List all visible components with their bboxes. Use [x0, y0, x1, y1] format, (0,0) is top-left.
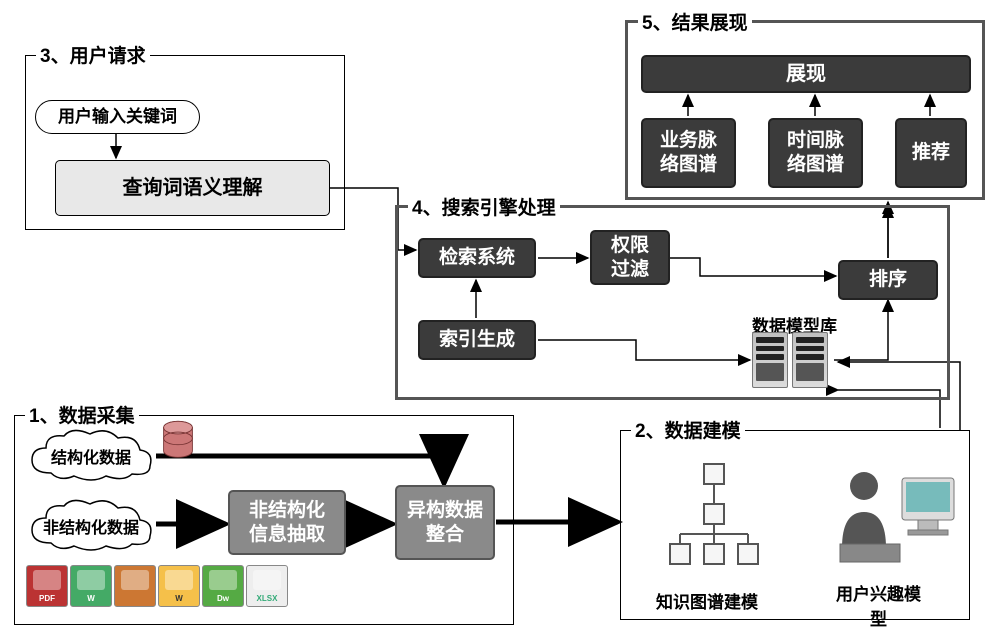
- section-title: 4、搜索引擎处理: [408, 193, 560, 220]
- cloud-unstruct: 非结构化数据: [26, 498, 156, 553]
- file-icon: XLSX: [246, 565, 288, 607]
- node-user_input: 用户输入关键词: [35, 100, 200, 134]
- node-index_gen: 索引生成: [418, 320, 536, 360]
- node-sort: 排序: [838, 260, 938, 300]
- user-computer-icon: [830, 458, 960, 573]
- file-icon: PDF: [26, 565, 68, 607]
- label-user_interest: 用户兴趣模型: [836, 580, 921, 630]
- node-biz_graph: 业务脉络图谱: [641, 118, 736, 188]
- node-unstruct_ext: 非结构化信息抽取: [228, 490, 346, 555]
- cloud-struct: 结构化数据: [26, 428, 156, 483]
- section-title: 2、数据建模: [631, 416, 745, 443]
- servers-icon: [752, 332, 828, 388]
- file-icon: Dw: [202, 565, 244, 607]
- node-display: 展现: [641, 55, 971, 93]
- file-icon: [114, 565, 156, 607]
- node-time_graph: 时间脉络图谱: [768, 118, 863, 188]
- tree-diagram-icon: [664, 460, 764, 575]
- file-icon: W: [158, 565, 200, 607]
- node-perm_filter: 权限过滤: [590, 230, 670, 285]
- section-title: 3、用户请求: [36, 41, 150, 68]
- node-recommend: 推荐: [895, 118, 967, 188]
- node-hetero: 异构数据整合: [395, 485, 495, 560]
- section-title: 1、数据采集: [25, 401, 139, 428]
- section-title: 5、结果展现: [638, 8, 752, 35]
- database-icon: [160, 420, 196, 464]
- file-format-icons: PDFWWDwXLSX: [26, 565, 288, 607]
- file-icon: W: [70, 565, 112, 607]
- section-s4: 4、搜索引擎处理: [395, 205, 950, 400]
- node-retrieve: 检索系统: [418, 238, 536, 278]
- node-query_sem: 查询词语义理解: [55, 160, 330, 216]
- label-kg_model: 知识图谱建模: [656, 588, 758, 613]
